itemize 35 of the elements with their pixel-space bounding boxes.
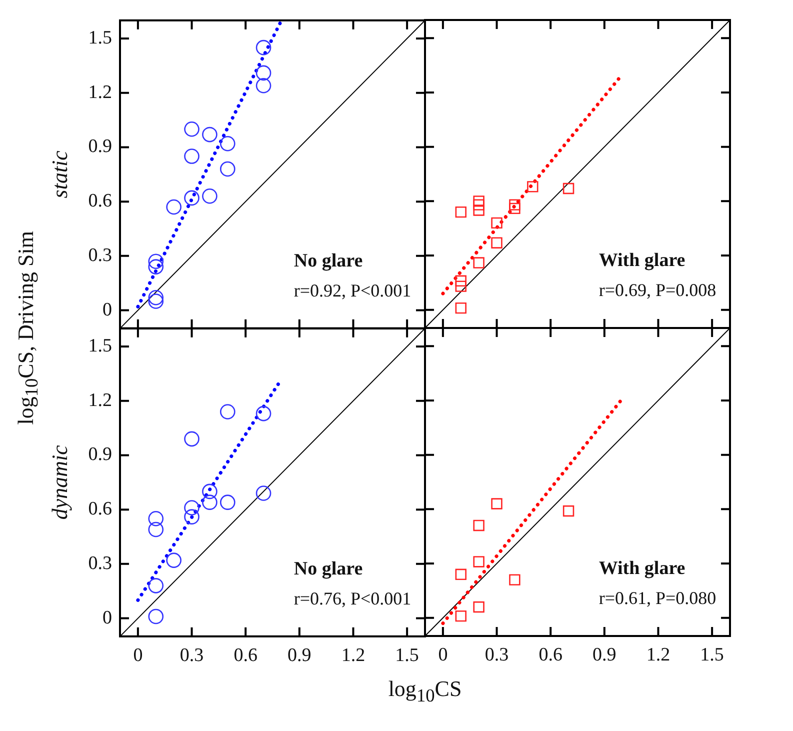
annotation: r=0.92, P<0.001: [294, 280, 412, 300]
y-tick-label: 0: [102, 298, 112, 320]
annotation: No glare: [294, 250, 363, 272]
y-tick-label: 0: [102, 606, 112, 628]
y-tick-label: 0.3: [88, 552, 112, 574]
x-tick-label: 1.5: [700, 644, 724, 666]
y-tick-label: 0.6: [88, 190, 112, 212]
annotation: With glare: [598, 250, 686, 271]
y-tick-label: 0.9: [88, 136, 112, 157]
annotation: With glare: [598, 558, 686, 579]
x-tick-label: 0.9: [288, 644, 312, 666]
y-tick-label: 0.9: [88, 444, 112, 465]
y-tick-label: 0.6: [88, 498, 112, 520]
x-tick-label: 1.2: [646, 644, 670, 666]
x-axis-title: log$_{10}$CS: [388, 676, 462, 706]
annotation: r=0.76, P<0.001: [294, 588, 412, 608]
y-axis-title: dynamic: [46, 444, 72, 520]
y-tick-label: 0.3: [88, 244, 112, 266]
x-tick-label: 0.3: [484, 644, 509, 666]
annotation: No glare: [294, 558, 363, 579]
x-tick-label: 1.5: [395, 644, 419, 666]
y-tick-label: 1.2: [88, 81, 112, 102]
x-tick-label: 0.6: [234, 644, 258, 666]
x-tick-label: 0: [133, 644, 143, 666]
x-tick-label: 1.2: [341, 644, 366, 666]
y-tick-label: 1.5: [88, 27, 112, 48]
annotation: r=0.61, P=0.080: [598, 588, 716, 608]
y-axis-title: static: [46, 150, 72, 198]
x-tick-label: 0.9: [592, 644, 616, 666]
x-tick-label: 0.3: [180, 644, 204, 666]
y-tick-label: 1.2: [88, 389, 112, 410]
x-tick-label: 0: [438, 644, 448, 666]
annotation: r=0.69, P=0.008: [598, 280, 716, 300]
x-tick-label: 0.6: [538, 644, 562, 666]
y-tick-label: 1.5: [88, 335, 112, 356]
